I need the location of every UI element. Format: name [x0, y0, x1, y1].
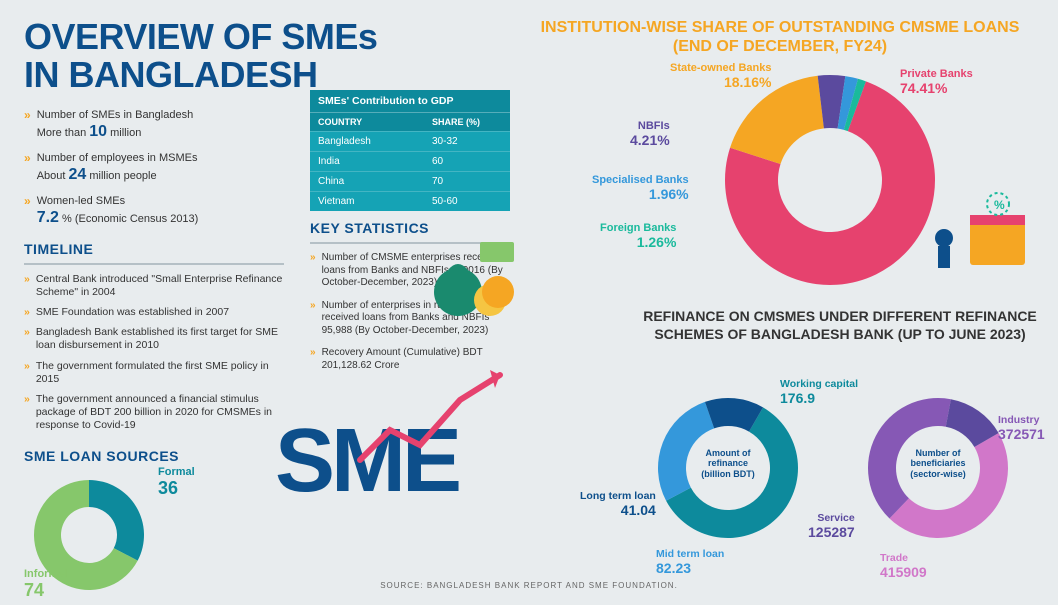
table-row: India60 [310, 151, 510, 171]
table-row: China70 [310, 171, 510, 191]
donut-a-center: Amount of refinance (billion BDT) [693, 448, 763, 479]
chevron-icon: » [310, 300, 316, 338]
donut-b-industry: Industry372571 [998, 414, 1045, 442]
gdp-table: SMEs' Contribution to GDP COUNTRY SHARE … [310, 90, 510, 211]
pie-label-private: Private Banks74.41% [900, 68, 973, 96]
bullet-item: » Women-led SMEs7.2 % (Economic Census 2… [24, 194, 294, 229]
chevron-icon: » [24, 108, 31, 122]
chevron-icon: » [24, 151, 31, 165]
chevron-icon: » [24, 306, 30, 319]
pie-label-foreign: Foreign Banks1.26% [600, 222, 676, 250]
timeline-text: Bangladesh Bank established its first ta… [36, 326, 294, 352]
donut-a-working: Working capital176.9 [780, 378, 858, 406]
institution-pie [710, 60, 950, 300]
divider [24, 263, 284, 265]
source-text: SOURCE: BANGLADESH BANK REPORT AND SME F… [0, 581, 1058, 590]
donut-a-mid: Mid term loan82.23 [656, 548, 724, 576]
headline-bullets: » Number of SMEs in BangladeshMore than … [24, 108, 294, 229]
loan-sources-title: SME LOAN SOURCES [24, 448, 179, 464]
timeline-list: » Central Bank introduced "Small Enterpri… [24, 273, 294, 432]
table-row: Bangladesh30-32 [310, 131, 510, 151]
gdp-table-title: SMEs' Contribution to GDP [310, 90, 510, 112]
donut-b-trade: Trade415909 [880, 552, 927, 580]
bullet-item: » Number of employees in MSMEsAbout 24 m… [24, 151, 294, 186]
chevron-icon: » [24, 273, 30, 286]
donut-a-long: Long term loan41.04 [580, 490, 656, 518]
pie-label-stateowned: State-owned Banks18.16% [670, 62, 771, 90]
infographic-root: OVERVIEW OF SMEs IN BANGLADESH » Number … [0, 0, 1058, 596]
chevron-icon: » [24, 393, 30, 406]
pie-label-specialised: Specialised Banks1.96% [592, 174, 689, 202]
timeline-text: Central Bank introduced "Small Enterpris… [36, 273, 294, 299]
timeline-text: SME Foundation was established in 2007 [36, 306, 229, 319]
table-row: Vietnam50-60 [310, 191, 510, 211]
pie-label-nbfi: NBFIs4.21% [630, 120, 670, 148]
timeline-text: The government formulated the first SME … [36, 360, 294, 386]
pie-title: INSTITUTION-WISE SHARE OF OUTSTANDING CM… [540, 18, 1020, 56]
loan-source-formal-label: Formal36 [158, 466, 195, 499]
chevron-icon: » [24, 360, 30, 373]
vendor-illustration-icon: % [920, 190, 1030, 290]
chevron-icon: » [310, 347, 316, 372]
donut-b-center: Number of beneficiaries (sector-wise) [900, 448, 976, 479]
svg-text:%: % [994, 198, 1005, 212]
chevron-icon: » [24, 326, 30, 339]
chevron-icon: » [310, 252, 316, 290]
bullet-item: » Number of SMEs in BangladeshMore than … [24, 108, 294, 143]
gdp-table-header: COUNTRY SHARE (%) [310, 112, 510, 131]
growth-arrow-icon [350, 360, 530, 480]
refinance-title: REFINANCE ON CMSMES UNDER DIFFERENT REFI… [640, 308, 1040, 343]
donut-b-service: Service125287 [808, 512, 855, 540]
chevron-icon: » [24, 194, 31, 208]
money-bag-icon [430, 230, 520, 320]
timeline-text: The government announced a financial sti… [36, 393, 294, 432]
